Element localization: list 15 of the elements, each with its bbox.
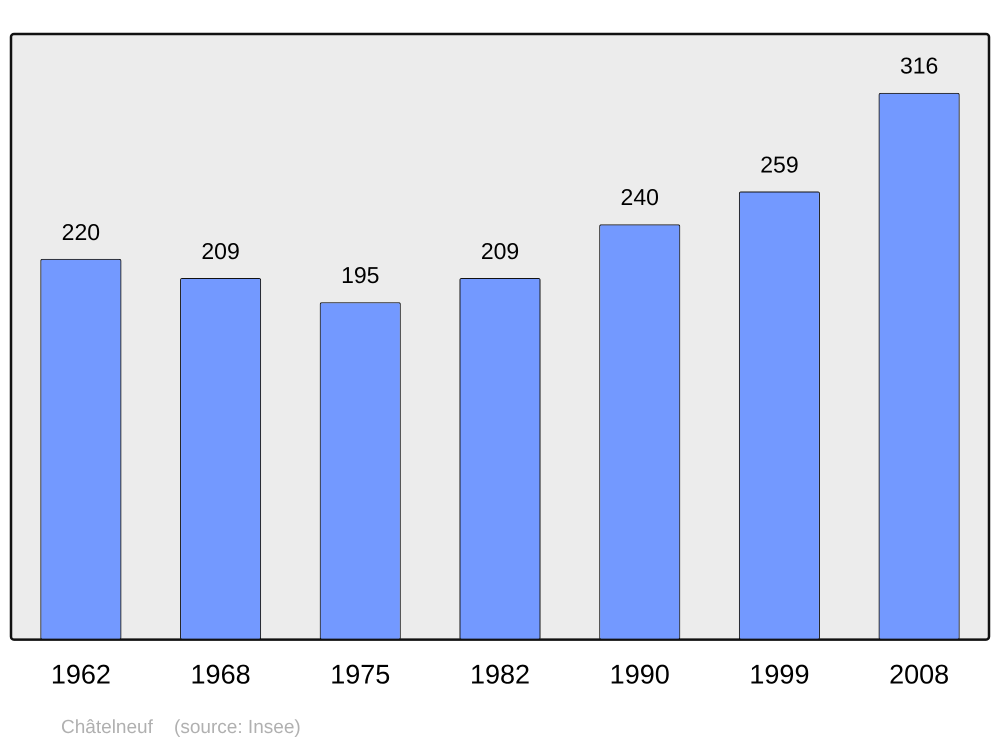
x-tick-label: 1975 (330, 659, 390, 690)
data-label: 195 (341, 262, 380, 288)
x-tick-label: 2008 (889, 659, 950, 690)
x-tick-label: 1999 (749, 659, 810, 690)
data-label: 259 (760, 151, 799, 178)
data-label: 209 (480, 238, 520, 264)
x-tick-label: 1968 (190, 659, 251, 690)
data-label: 240 (620, 184, 659, 210)
x-tick-label: 1990 (610, 659, 670, 690)
text: Châtelneuf (source: Insee) (61, 717, 301, 739)
x-tick-label: 1962 (50, 659, 111, 690)
x-tick-label: 1982 (470, 659, 530, 690)
data-label: 220 (62, 218, 100, 245)
data-label: 209 (201, 238, 240, 264)
data-label: 316 (900, 52, 938, 79)
